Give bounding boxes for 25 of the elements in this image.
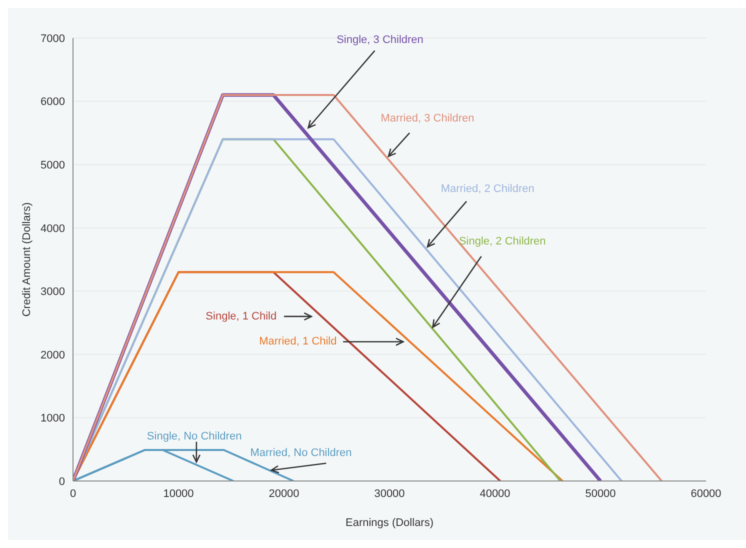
x-tick-label: 10000	[163, 488, 194, 500]
text: Married, 1 Child	[259, 336, 337, 348]
y-tick-label: 0	[58, 476, 65, 488]
text: Single, 3 Children	[336, 34, 424, 46]
series-label: Married, No Children	[250, 447, 352, 460]
text: Married, 2 Children	[440, 183, 534, 196]
x-tick-label: 60000	[690, 488, 722, 500]
y-tick-label: 7000	[40, 32, 65, 45]
y-tick-label: 6000	[40, 96, 65, 108]
x-tick-label: 50000	[585, 488, 616, 500]
x-tick-label: 40000	[480, 488, 510, 500]
y-tick-label: 1000	[40, 412, 65, 425]
x-tick-label: 0	[70, 488, 76, 500]
x-axis-title: Earnings (Dollars)	[345, 517, 434, 529]
y-tick-label: 2000	[40, 349, 65, 362]
y-tick-label: 5000	[40, 159, 65, 172]
x-tick-label: 20000	[268, 488, 300, 500]
y-tick-label: 4000	[40, 222, 65, 235]
series-label: Single, No Children	[146, 430, 242, 443]
y-tick-label: 3000	[40, 286, 65, 298]
series-label: Married, 3 Children	[380, 112, 474, 124]
text: Single, 1 Child	[206, 310, 277, 322]
y-axis-title: Credit Amount (Dollars)	[20, 202, 33, 317]
text: Single, 2 Children	[458, 236, 546, 248]
x-tick-label: 30000	[374, 488, 405, 500]
